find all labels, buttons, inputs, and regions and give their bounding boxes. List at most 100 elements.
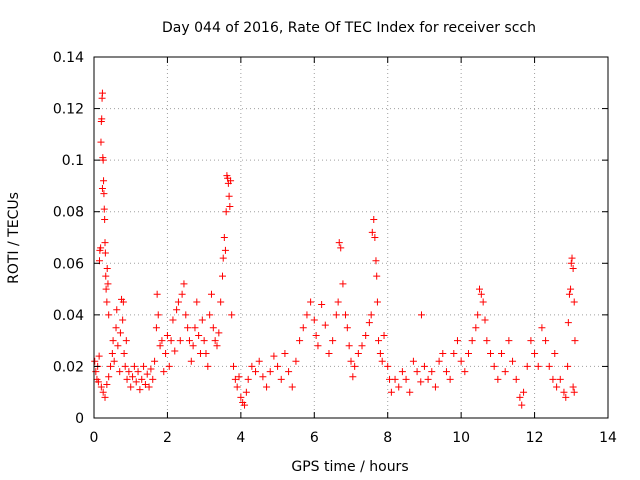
data-point <box>107 362 115 370</box>
data-point <box>165 362 173 370</box>
data-point <box>180 280 188 288</box>
data-point <box>211 337 219 345</box>
data-point <box>372 257 380 265</box>
y-tick-label: 0.04 <box>53 308 84 324</box>
data-point <box>97 244 105 252</box>
data-point <box>551 350 559 358</box>
data-point <box>195 331 203 339</box>
data-point <box>109 337 117 345</box>
data-point <box>116 329 124 337</box>
data-point <box>391 375 399 383</box>
data-point <box>367 311 375 319</box>
y-tick-label: 0.06 <box>53 256 84 272</box>
data-point <box>442 368 450 376</box>
data-point <box>487 350 495 358</box>
data-point <box>567 259 575 267</box>
chart-title: Day 044 of 2016, Rate Of TEC Index for r… <box>162 20 536 36</box>
data-point <box>235 373 243 381</box>
data-point <box>461 368 469 376</box>
data-point <box>162 350 170 358</box>
data-point <box>285 368 293 376</box>
data-point <box>307 298 315 306</box>
data-point <box>98 185 106 193</box>
data-point <box>512 375 520 383</box>
data-point <box>184 324 192 332</box>
data-point <box>91 357 99 365</box>
data-point <box>173 306 181 314</box>
data-point <box>556 375 564 383</box>
data-point <box>303 311 311 319</box>
data-point <box>446 375 454 383</box>
data-point <box>457 357 465 365</box>
data-point <box>314 342 322 350</box>
data-point <box>132 378 140 386</box>
data-point <box>125 368 133 376</box>
data-point <box>156 342 164 350</box>
data-point <box>123 375 131 383</box>
data-point <box>266 368 274 376</box>
data-point <box>151 357 159 365</box>
data-point <box>570 388 578 396</box>
data-point <box>101 249 109 257</box>
x-tick-label: 10 <box>452 430 470 446</box>
data-point <box>94 378 102 386</box>
data-point <box>153 290 161 298</box>
data-point <box>569 383 577 391</box>
data-point <box>242 388 250 396</box>
data-point <box>523 362 531 370</box>
data-point <box>339 280 347 288</box>
data-point <box>569 264 577 272</box>
data-point <box>472 324 480 332</box>
data-point <box>122 337 130 345</box>
data-point <box>244 375 252 383</box>
data-point <box>171 347 179 355</box>
data-point <box>435 357 443 365</box>
data-point <box>101 239 109 247</box>
x-tick-label: 4 <box>236 430 245 446</box>
data-point <box>420 362 428 370</box>
data-point <box>176 337 184 345</box>
data-point <box>490 362 498 370</box>
plot-frame <box>93 56 609 419</box>
x-tick-label: 6 <box>310 430 319 446</box>
data-point <box>312 331 320 339</box>
data-point <box>431 383 439 391</box>
x-tick-label: 12 <box>526 430 544 446</box>
y-tick-label: 0.1 <box>62 153 84 169</box>
x-tick-label: 2 <box>163 430 172 446</box>
data-point <box>565 290 573 298</box>
data-point <box>299 324 307 332</box>
data-point <box>147 365 155 373</box>
y-axis-label: ROTI / TECUs <box>6 192 22 284</box>
data-point <box>296 337 304 345</box>
data-point <box>417 311 425 319</box>
data-point <box>105 373 113 381</box>
data-point <box>101 393 109 401</box>
x-axis-label: GPS time / hours <box>291 459 408 475</box>
data-point <box>263 383 271 391</box>
data-point <box>373 272 381 280</box>
data-point <box>252 368 260 376</box>
data-point <box>163 331 171 339</box>
data-point <box>516 393 524 401</box>
data-point <box>373 298 381 306</box>
data-point <box>332 311 340 319</box>
data-point <box>570 298 578 306</box>
data-point <box>281 350 289 358</box>
data-point <box>231 375 239 383</box>
data-point <box>97 138 105 146</box>
data-point <box>505 337 513 345</box>
data-point <box>562 393 570 401</box>
data-point <box>237 393 245 401</box>
data-point <box>101 215 109 223</box>
data-point <box>230 362 238 370</box>
data-point <box>531 350 539 358</box>
data-point <box>395 383 403 391</box>
y-tick-label: 0.08 <box>53 205 84 221</box>
data-point <box>501 368 509 376</box>
data-point <box>560 388 568 396</box>
data-point <box>549 375 557 383</box>
data-point <box>509 357 517 365</box>
data-point <box>453 337 461 345</box>
